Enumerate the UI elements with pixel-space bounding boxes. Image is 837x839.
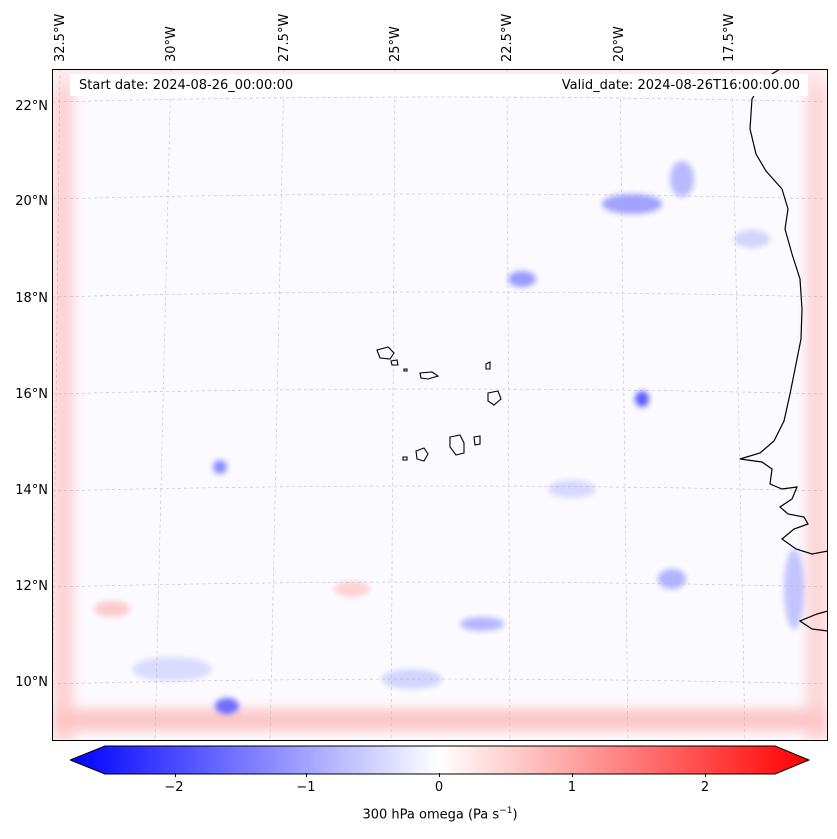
lat-tick-20n: 20°N (15, 194, 48, 209)
valid-date-label: Valid_date: 2024-08-26T16:00:00.00 (561, 78, 800, 93)
cape-verde-islands (376, 346, 502, 462)
lat-tick-18n: 18°N (15, 291, 48, 306)
lon-tick-25w: 25°W (388, 26, 403, 62)
cb-tickmark (175, 773, 176, 777)
cb-tick-0: 0 (434, 780, 444, 795)
start-date-label: Start date: 2024-08-26_00:00:00 (79, 78, 294, 93)
map-plot (52, 69, 828, 741)
lon-tick-30w: 30°W (164, 26, 179, 62)
cb-tickmark (572, 773, 573, 777)
colorbar-label: 300 hPa omega (Pa s−1) (0, 806, 837, 822)
lat-tick-14n: 14°N (15, 483, 48, 498)
lon-tick-17-5w: 17.5°W (722, 13, 737, 62)
colorbar-label-close: ) (512, 807, 518, 823)
cb-tick-minus2: −2 (164, 780, 184, 795)
cb-tick-1: 1 (567, 780, 577, 795)
lat-tick-16n: 16°N (15, 387, 48, 402)
lon-tick-20w: 20°W (612, 26, 627, 62)
lon-tick-27-5w: 27.5°W (277, 13, 292, 62)
colorbar (70, 745, 810, 775)
coastline (739, 69, 828, 632)
lon-tick-32-5w: 32.5°W (53, 13, 68, 62)
lon-tick-22-5w: 22.5°W (500, 13, 515, 62)
lat-tick-12n: 12°N (15, 579, 48, 594)
lat-tick-22n: 22°N (15, 99, 48, 114)
lat-tick-10n: 10°N (15, 675, 48, 690)
colorbar-label-exponent: −1 (499, 806, 513, 816)
cb-tickmark (705, 773, 706, 777)
cb-tickmark (439, 773, 440, 777)
cb-tick-2: 2 (700, 780, 710, 795)
map-header-band (70, 74, 808, 96)
cb-tick-minus1: −1 (296, 780, 316, 795)
colorbar-label-main: 300 hPa omega (Pa s (362, 807, 500, 823)
cb-tickmark (306, 773, 307, 777)
